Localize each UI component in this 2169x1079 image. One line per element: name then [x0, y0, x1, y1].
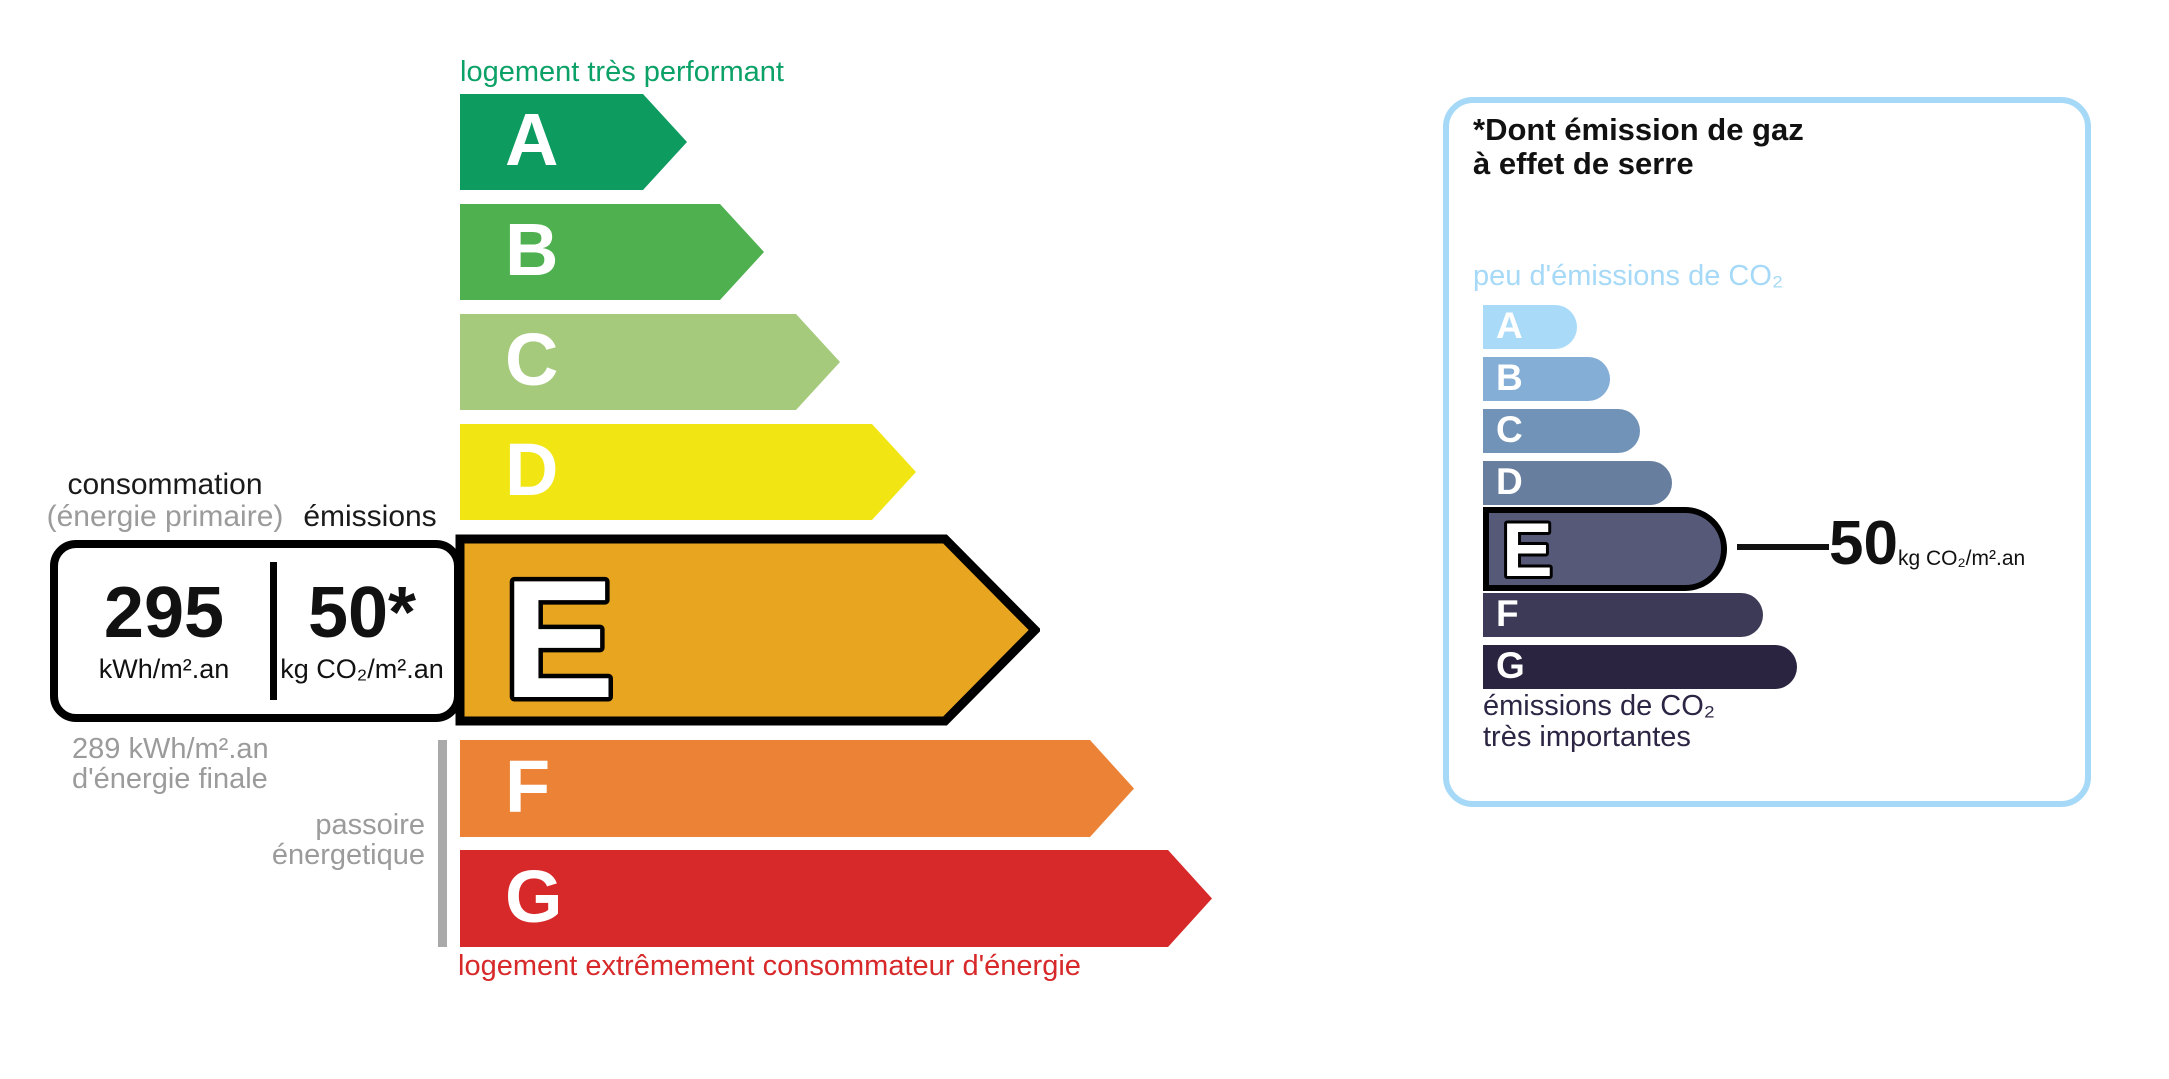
energy-class-letter-f: F	[505, 744, 551, 828]
co2-low-emissions-label: peu d'émissions de CO₂	[1473, 260, 1784, 292]
co2-class-bar-b: B	[1483, 357, 1610, 401]
co2-high-emissions-line1: émissions de CO₂	[1483, 690, 1716, 722]
co2-high-emissions-label: émissions de CO₂ très importantes	[1483, 691, 1715, 753]
energy-sieve-line1: passoire	[315, 809, 425, 841]
energy-scale-bottom-label: logement extrêmement consommateur d'éner…	[458, 950, 1081, 982]
energy-class-letter-g: G	[505, 854, 563, 938]
co2-class-bar-g: G	[1483, 645, 1797, 689]
energy-sieve-line2: énergetique	[271, 839, 425, 871]
primary-energy-subheader: (énergie primaire)	[46, 500, 284, 533]
energy-class-bar-d: D	[460, 424, 916, 520]
co2-class-letter-e: E	[1502, 512, 1553, 586]
co2-class-letter-a: A	[1496, 304, 1523, 346]
co2-panel-title: *Dont émission de gaz à effet de serre	[1473, 113, 1804, 181]
emissions-value: 50*	[307, 573, 417, 653]
energy-sieve-annotation: passoire énergetique	[225, 810, 425, 870]
consumption-value-cell: 295 kWh/m².an	[58, 548, 270, 714]
consumption-value: 295	[103, 573, 225, 653]
emissions-value-cell: 50* kg CO₂/m².an	[270, 548, 454, 714]
co2-class-letter-c: C	[1496, 408, 1523, 450]
co2-class-letter-d: D	[1496, 460, 1523, 502]
energy-class-bar-b: B	[460, 204, 764, 300]
co2-class-letter-g: G	[1496, 644, 1525, 686]
co2-value-connector-line	[1737, 544, 1829, 550]
energy-class-bar-c: C	[460, 314, 840, 410]
co2-class-bar-f: F	[1483, 593, 1763, 637]
values-box-divider	[270, 562, 277, 700]
co2-value: 50	[1829, 509, 1898, 578]
emissions-header: émissions	[303, 500, 437, 533]
consumption-header: consommation	[67, 468, 263, 501]
energy-sieve-bracket-bar	[438, 740, 447, 947]
final-energy-annotation: 289 kWh/m².an d'énergie finale	[72, 734, 269, 794]
energy-class-letter-e: E	[503, 545, 615, 726]
consumption-unit: kWh/m².an	[98, 654, 230, 684]
co2-value-unit: kg CO₂/m².an	[1898, 547, 2026, 570]
co2-class-bar-e-highlighted: E	[1483, 507, 1727, 591]
co2-class-bar-a: A	[1483, 305, 1577, 349]
energy-class-bar-f: F	[460, 740, 1134, 837]
co2-class-bar-c: C	[1483, 409, 1640, 453]
energy-scale-top-label: logement très performant	[460, 56, 784, 88]
energy-class-letter-b: B	[505, 208, 559, 291]
energy-class-bar-g: G	[460, 850, 1212, 947]
energy-class-letter-d: D	[505, 428, 559, 511]
energy-class-letter-a: A	[505, 98, 559, 181]
co2-panel-title-line2: à effet de serre	[1473, 146, 1694, 181]
final-energy-line1: 289 kWh/m².an	[72, 733, 269, 765]
emissions-unit: kg CO₂/m².an	[280, 654, 444, 684]
co2-class-letter-f: F	[1496, 592, 1519, 634]
co2-high-emissions-line2: très importantes	[1483, 721, 1691, 753]
energy-class-bar-e-highlighted: E	[455, 534, 1040, 726]
consumption-values-box: 295 kWh/m².an 50* kg CO₂/m².an	[50, 540, 462, 722]
energy-class-letter-c: C	[505, 318, 559, 401]
final-energy-line2: d'énergie finale	[72, 763, 268, 795]
co2-class-letter-e-svg: E	[1499, 512, 1556, 586]
co2-class-bar-d: D	[1483, 461, 1672, 505]
co2-class-letter-b: B	[1496, 356, 1523, 398]
co2-panel-title-line1: *Dont émission de gaz	[1473, 112, 1804, 147]
energy-class-bar-a: A	[460, 94, 687, 190]
co2-emissions-panel: *Dont émission de gaz à effet de serre p…	[1443, 97, 2091, 807]
